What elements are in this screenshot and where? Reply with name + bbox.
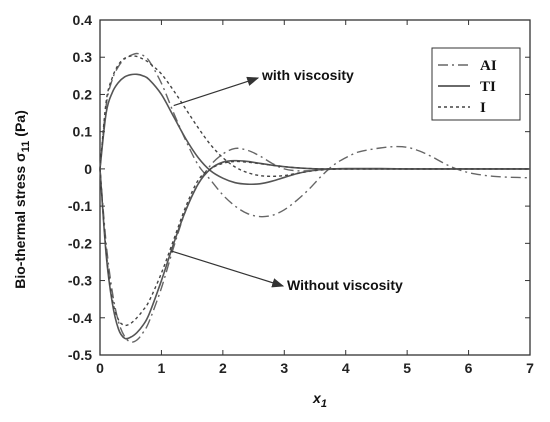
y-axis-title: Bio-thermal stress σ11 (Pa) — [12, 110, 32, 289]
y-tick-label: 0.4 — [73, 12, 93, 28]
y-axis-title-unit: (Pa) — [12, 110, 28, 136]
y-axis-title-subscript: 11 — [20, 141, 32, 153]
x-tick-label: 4 — [342, 360, 350, 376]
series-line-ai-without-viscosity — [99, 147, 530, 343]
y-tick-label: -0.2 — [68, 235, 92, 251]
y-tick-label: 0.3 — [73, 49, 93, 65]
series-line-ai-with-viscosity — [99, 52, 531, 218]
x-axis-title-main: x — [312, 390, 322, 406]
x-axis-title-subscript: 1 — [321, 398, 327, 410]
annotation-arrow-without-viscosity — [170, 250, 285, 288]
plot-frame — [99, 19, 531, 356]
y-tick-label: 0 — [84, 161, 92, 177]
x-axis-title: x1 — [312, 390, 327, 410]
x-tick-label: 7 — [526, 360, 534, 376]
y-tick-label: -0.3 — [68, 273, 92, 289]
x-tick-label: 5 — [403, 360, 411, 376]
x-tick-label: 6 — [465, 360, 473, 376]
x-tick-label: 2 — [219, 360, 227, 376]
y-axis-title-main: Bio-thermal stress σ — [12, 152, 28, 289]
legend-label-ti: TI — [480, 79, 496, 95]
y-tick-label: -0.4 — [68, 310, 92, 326]
y-tick-label: 0.2 — [73, 86, 93, 102]
annotation-with-viscosity: with viscosity — [261, 67, 354, 83]
x-tick-label: 3 — [280, 360, 288, 376]
series-line-ti-without-viscosity — [99, 159, 530, 340]
annotation-arrow-with-viscosity — [173, 76, 260, 107]
legend-label-i: I — [480, 100, 486, 116]
series-line-i-without-viscosity — [99, 160, 530, 327]
y-tick-label: 0.1 — [73, 124, 93, 140]
legend-label-ai: AI — [480, 58, 497, 74]
legend-box — [431, 47, 521, 121]
x-tick-label: 0 — [96, 360, 104, 376]
annotation-without-viscosity: Without viscosity — [287, 277, 403, 293]
y-tick-label: -0.1 — [68, 198, 92, 214]
x-tick-label: 1 — [158, 360, 166, 376]
y-tick-label: -0.5 — [68, 347, 92, 363]
